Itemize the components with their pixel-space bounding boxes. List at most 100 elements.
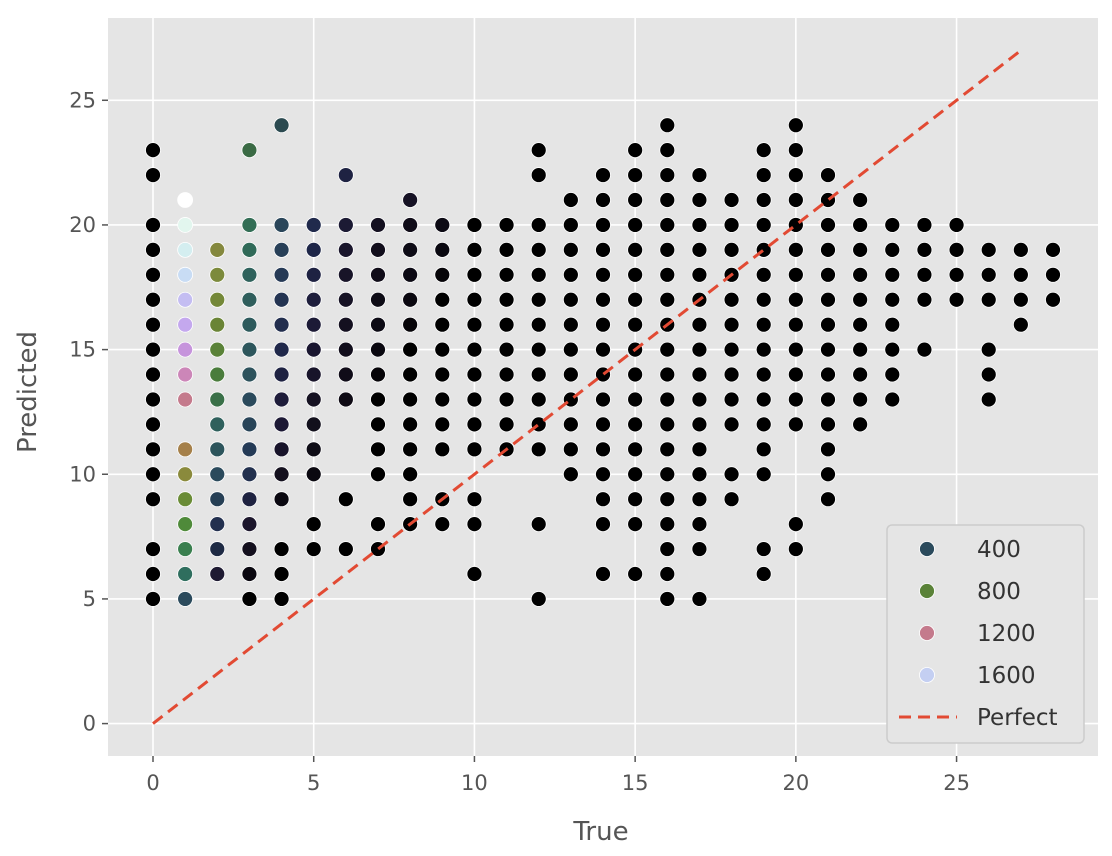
data-point [755, 192, 772, 208]
data-point [241, 491, 258, 508]
data-point [305, 241, 322, 258]
data-point [209, 541, 226, 557]
data-point [241, 466, 258, 483]
data-point [595, 566, 611, 582]
data-point [273, 391, 290, 408]
data-point [402, 391, 419, 408]
data-point [305, 391, 322, 408]
data-point [370, 316, 386, 333]
data-point [691, 491, 708, 508]
data-point [177, 441, 194, 458]
data-point [434, 441, 451, 458]
data-point [498, 341, 515, 358]
data-point [273, 117, 290, 134]
data-point [177, 541, 194, 557]
data-point [498, 291, 515, 308]
data-point [273, 316, 290, 333]
data-point [691, 316, 708, 333]
data-point [723, 466, 740, 483]
data-point [595, 416, 611, 433]
data-point [691, 241, 708, 258]
data-points [145, 117, 1061, 607]
data-point [402, 466, 419, 483]
data-point [627, 217, 644, 233]
data-point [530, 341, 547, 358]
data-point [884, 341, 901, 358]
data-point [145, 441, 161, 458]
data-point [659, 341, 676, 358]
data-point [787, 391, 804, 408]
data-point [820, 291, 836, 308]
legend-marker [919, 541, 935, 557]
data-point [273, 241, 290, 258]
data-point [820, 241, 836, 258]
data-point [498, 366, 515, 383]
data-point [916, 291, 933, 308]
data-point [948, 266, 965, 283]
legend-label: 800 [977, 579, 1021, 605]
data-point [884, 241, 901, 258]
legend-marker [919, 583, 935, 599]
legend-label: 1200 [977, 621, 1036, 647]
data-point [787, 142, 804, 159]
data-point [787, 241, 804, 258]
data-point [434, 291, 451, 308]
data-point [659, 167, 676, 183]
data-point [562, 341, 579, 358]
data-point [145, 391, 161, 408]
data-point [723, 416, 740, 433]
data-point [370, 391, 386, 408]
data-point [241, 341, 258, 358]
data-point [562, 466, 579, 483]
data-point [337, 291, 354, 308]
data-point [595, 491, 611, 508]
data-point [370, 441, 386, 458]
y-axis-ticks: 0 5 10 15 20 25 [69, 88, 108, 736]
data-point [305, 341, 322, 358]
data-point [691, 341, 708, 358]
data-point [337, 341, 354, 358]
data-point [370, 516, 386, 533]
data-point [691, 192, 708, 208]
data-point [755, 566, 772, 582]
data-point [305, 291, 322, 308]
data-point [241, 391, 258, 408]
data-point [659, 416, 676, 433]
data-point [659, 291, 676, 308]
data-point [273, 416, 290, 433]
data-point [852, 316, 869, 333]
data-point [145, 266, 161, 283]
data-point [273, 591, 290, 607]
data-point [241, 266, 258, 283]
data-point [434, 366, 451, 383]
data-point [209, 341, 226, 358]
legend: 400 800 1200 1600 Perfect [886, 524, 1085, 744]
data-point [466, 491, 483, 508]
data-point [498, 241, 515, 258]
data-point [659, 217, 676, 233]
data-point [466, 217, 483, 233]
data-point [337, 217, 354, 233]
data-point [466, 241, 483, 258]
legend-label: Perfect [977, 705, 1058, 731]
data-point [723, 366, 740, 383]
data-point [145, 291, 161, 308]
data-point [948, 291, 965, 308]
data-point [145, 541, 161, 557]
data-point [787, 192, 804, 208]
data-point [884, 316, 901, 333]
data-point [659, 391, 676, 408]
data-point [852, 391, 869, 408]
data-point [402, 316, 419, 333]
data-point [595, 391, 611, 408]
data-point [627, 291, 644, 308]
data-point [402, 416, 419, 433]
data-point [209, 241, 226, 258]
data-point [466, 291, 483, 308]
data-point [209, 566, 226, 582]
data-point [241, 316, 258, 333]
data-point [627, 491, 644, 508]
data-point [273, 366, 290, 383]
data-point [691, 366, 708, 383]
data-point [787, 266, 804, 283]
